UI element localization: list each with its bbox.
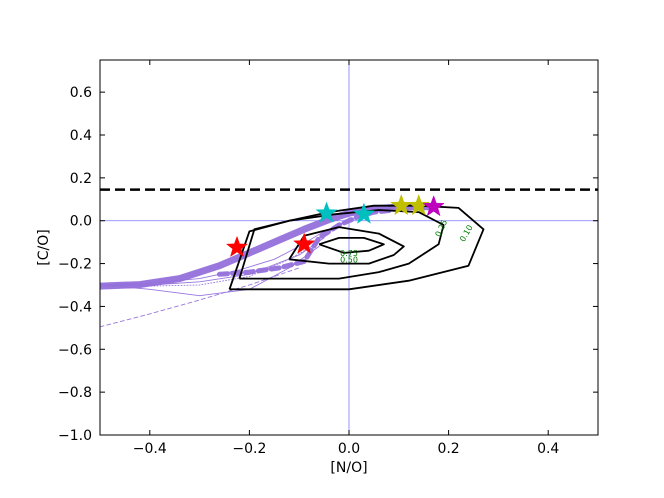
track-line-thin-dashed — [100, 267, 300, 328]
y-tick-label: 0.2 — [70, 171, 92, 187]
ticks: −0.4 −0.2 0.0 0.2 0.4 −1.0 −0.8 −0.6 −0.4 −0.2 0.0… — [58, 60, 598, 457]
star-marker — [407, 193, 430, 216]
contour-0-50 — [288, 226, 405, 265]
y-tick-label: 0.0 — [70, 214, 92, 230]
track-line-thin-dotted — [100, 241, 320, 287]
contour-0-75 — [318, 236, 385, 254]
y-tick-label: 0.6 — [70, 85, 92, 101]
y-tick-label: 0.4 — [70, 128, 92, 144]
x-axis-label: [N/O] — [330, 460, 367, 476]
y-tick-label: −0.8 — [58, 385, 92, 401]
y-tick-label: −0.4 — [58, 299, 92, 315]
contour-label: 0.50 — [340, 256, 358, 265]
y-tick-label: −0.6 — [58, 342, 92, 358]
x-tick-label: 0.2 — [437, 441, 459, 457]
x-tick-label: 0.4 — [537, 441, 559, 457]
y-axis-label: [C/O] — [36, 229, 52, 265]
contour-label: 0.10 — [458, 223, 475, 243]
x-tick-label: −0.2 — [232, 441, 266, 457]
star-marker — [422, 195, 445, 217]
star-marker — [293, 232, 316, 254]
contour-0-25 — [238, 209, 445, 280]
y-tick-label: −0.2 — [58, 257, 92, 273]
contour-label: 0.75 — [340, 249, 358, 258]
x-tick-label: −0.4 — [133, 441, 167, 457]
star-marker — [315, 201, 338, 223]
star-marker — [225, 235, 249, 258]
plot-area: 0.100.250.500.75 — [100, 60, 598, 435]
track-line-thick-solid — [100, 203, 438, 290]
star-marker — [352, 202, 376, 224]
x-tick-label: 0.0 — [338, 441, 360, 457]
y-tick-label: −1.0 — [58, 428, 92, 444]
